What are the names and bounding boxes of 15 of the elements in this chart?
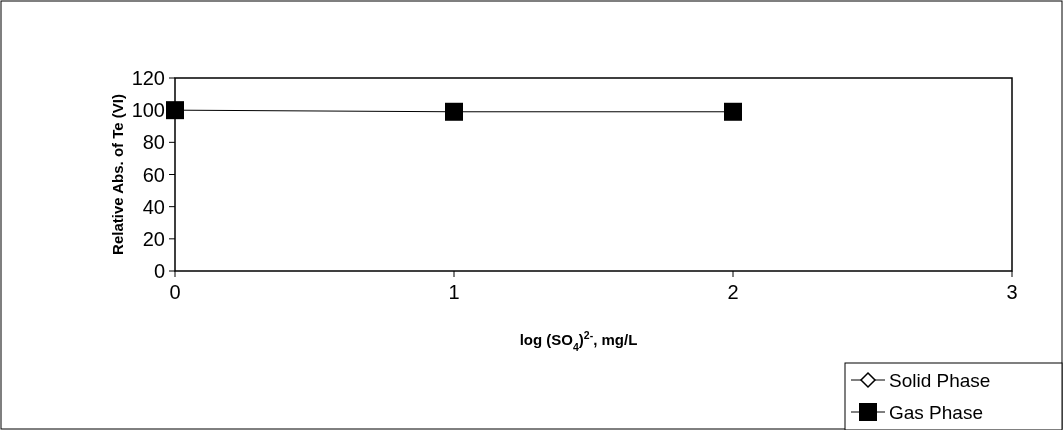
y-tick-label: 120: [131, 67, 165, 89]
y-axis-title: Relative Abs. of Te (VI): [109, 94, 126, 255]
y-tick-label: 0: [153, 260, 165, 282]
y-tick-label: 20: [142, 227, 165, 250]
x-tick-label: 2: [727, 281, 739, 303]
x-tick-label: 0: [169, 281, 181, 303]
x-tick-label: 3: [1006, 281, 1018, 303]
x-tick-label: 1: [448, 281, 460, 303]
y-tick-label: 100: [131, 99, 165, 122]
legend-label: Gas Phase: [889, 401, 983, 423]
legend-label: Solid Phase: [889, 369, 991, 391]
y-tick-label: 40: [142, 195, 165, 218]
y-tick-label: 80: [142, 131, 165, 154]
y-tick-label: 60: [142, 163, 165, 186]
x-axis-title: log (SO$_{4}$)$^{2-}$, mg/L: [519, 329, 638, 353]
